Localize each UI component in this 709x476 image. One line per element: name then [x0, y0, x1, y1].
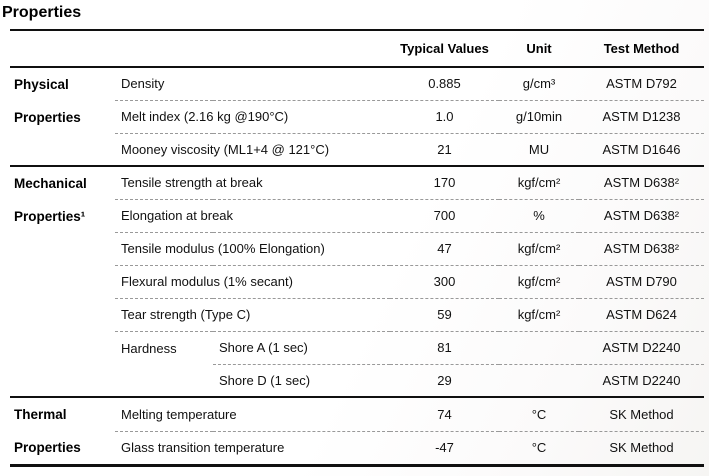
method-cell: ASTM D1646	[579, 132, 704, 166]
table-row: Mooney viscosity (ML1+4 @ 121°C) 21 MU A…	[10, 132, 704, 166]
value-cell: -47	[390, 430, 499, 466]
subproperty-cell: Shore D (1 sec)	[213, 363, 390, 397]
value-cell: 700	[390, 198, 499, 232]
method-cell: ASTM D638²	[603, 175, 680, 191]
unit-cell: kgf/cm²	[517, 175, 561, 191]
property-cell: Glass transition temperature	[115, 430, 390, 466]
group-label-line: Properties	[14, 440, 81, 455]
value-cell: 47	[390, 231, 499, 265]
value-cell: 21	[390, 132, 499, 166]
table-row: Hardness Shore A (1 sec) 81 ASTM D2240	[10, 330, 704, 397]
property-cell: Tensile modulus (100% Elongation)	[115, 231, 390, 265]
table-row: Melt index (2.16 kg @190°C) 1.0 g/10min …	[10, 99, 704, 133]
method-cell: ASTM D2240	[579, 363, 704, 397]
unit-cell: kgf/cm²	[499, 264, 579, 298]
section-thermal: Thermal Properties Melting temperature 7…	[10, 397, 704, 466]
method-cell: ASTM D638²	[579, 198, 704, 232]
property-cell: Mooney viscosity (ML1+4 @ 121°C)	[115, 132, 390, 166]
header-spacer	[10, 31, 390, 68]
unit-cell	[499, 330, 579, 364]
method-cell: ASTM D792	[606, 76, 677, 92]
property-cell: Tensile strength at break	[121, 175, 263, 191]
method-cell: SK Method	[609, 406, 674, 422]
property-cell: Elongation at break	[115, 198, 390, 232]
property-cell-hardness: Hardness	[115, 330, 213, 397]
method-cell: ASTM D624	[579, 297, 704, 331]
method-cell: ASTM D2240	[579, 330, 704, 364]
group-cell-physical: Physical Properties	[10, 67, 115, 166]
table-row: Elongation at break 700 % ASTM D638²	[10, 198, 704, 232]
table-row: Shore D (1 sec) 29 ASTM D2240	[10, 363, 704, 397]
table-row: Mechanical Properties¹ Tensile strength …	[10, 166, 704, 224]
unit-cell: g/10min	[499, 99, 579, 133]
title-divider	[10, 29, 704, 31]
property-cell: Flexural modulus (1% secant)	[115, 264, 390, 298]
header-typical-values: Typical Values	[390, 31, 499, 68]
unit-cell: °C	[499, 430, 579, 466]
unit-cell: %	[499, 198, 579, 232]
value-cell: 29	[390, 363, 499, 397]
group-cell-mechanical: Mechanical Properties¹	[10, 166, 115, 397]
unit-cell: kgf/cm²	[499, 231, 579, 265]
table-row: Physical Properties Density 0.885 g/cm³ …	[10, 67, 704, 125]
value-cell: 74	[437, 406, 452, 422]
page-title: Properties	[2, 4, 82, 21]
header-unit: Unit	[499, 31, 579, 68]
unit-cell: g/cm³	[522, 76, 556, 92]
datasheet-page: Properties Typical Values Unit Test Meth…	[0, 3, 709, 476]
method-cell: ASTM D638²	[579, 231, 704, 265]
property-cell: Melting temperature	[121, 406, 237, 422]
value-cell: 0.885	[428, 76, 461, 92]
value-cell: 81	[390, 330, 499, 364]
table-row: Tear strength (Type C) 59 kgf/cm² ASTM D…	[10, 297, 704, 331]
property-cell: Tear strength (Type C)	[115, 297, 390, 331]
value-cell: 300	[390, 264, 499, 298]
table-row: Tensile modulus (100% Elongation) 47 kgf…	[10, 231, 704, 265]
header-row: Typical Values Unit Test Method	[10, 31, 704, 68]
group-label-line: Thermal	[14, 407, 67, 422]
method-cell: ASTM D1238	[579, 99, 704, 133]
property-cell: Density	[121, 76, 165, 92]
table-header: Typical Values Unit Test Method	[10, 31, 704, 68]
group-label-line: Physical	[14, 77, 69, 92]
group-label-line: Properties	[14, 110, 81, 125]
method-cell: ASTM D790	[579, 264, 704, 298]
table-row: Glass transition temperature -47 °C SK M…	[10, 430, 704, 466]
property-cell: Melt index (2.16 kg @190°C)	[115, 99, 390, 133]
group-label-line: Mechanical	[14, 176, 87, 191]
table-row: Flexural modulus (1% secant) 300 kgf/cm²…	[10, 264, 704, 298]
unit-cell: °C	[531, 406, 547, 422]
unit-cell	[499, 363, 579, 397]
value-cell: 59	[390, 297, 499, 331]
section-physical: Physical Properties Density 0.885 g/cm³ …	[10, 67, 704, 166]
unit-cell: MU	[499, 132, 579, 166]
properties-table: Typical Values Unit Test Method Physical…	[10, 31, 704, 467]
method-cell: SK Method	[579, 430, 704, 466]
subproperty-cell: Shore A (1 sec)	[213, 330, 390, 364]
group-label-line: Properties¹	[14, 209, 86, 224]
value-cell: 170	[433, 175, 456, 191]
section-mechanical: Mechanical Properties¹ Tensile strength …	[10, 166, 704, 397]
value-cell: 1.0	[390, 99, 499, 133]
table-row: Thermal Properties Melting temperature 7…	[10, 397, 704, 455]
header-test-method: Test Method	[579, 31, 704, 68]
group-cell-thermal: Thermal Properties	[10, 397, 115, 466]
unit-cell: kgf/cm²	[499, 297, 579, 331]
